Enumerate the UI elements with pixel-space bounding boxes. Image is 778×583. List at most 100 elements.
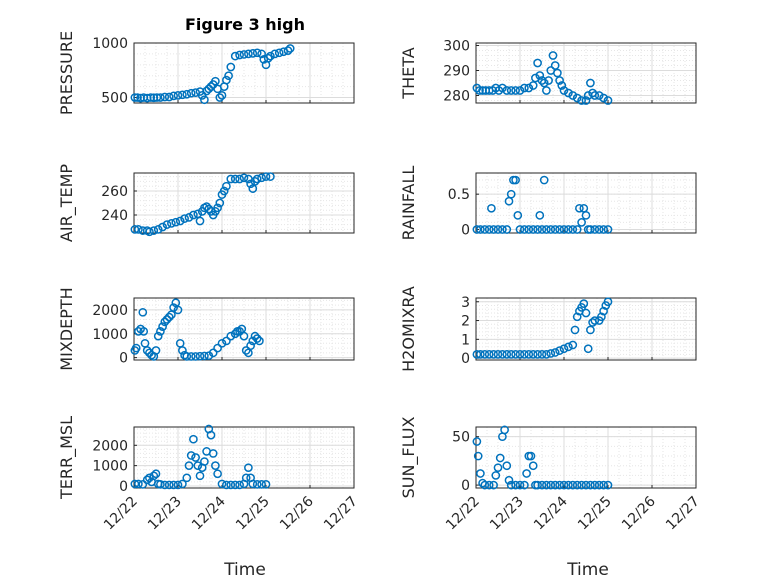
- data-point: [546, 349, 556, 358]
- data-point: [472, 437, 482, 446]
- data-point: [583, 344, 593, 354]
- data-point: [186, 451, 196, 460]
- data-point: [524, 350, 534, 359]
- data-point: [191, 352, 200, 361]
- data-point: [246, 341, 255, 351]
- data-point: [564, 480, 573, 490]
- y-axis-label: THETA: [399, 47, 418, 99]
- data-point: [239, 331, 249, 341]
- data-point: [555, 480, 564, 490]
- data-point: [257, 173, 266, 183]
- data-point: [211, 76, 220, 86]
- data-point: [189, 434, 198, 444]
- data-point: [586, 325, 595, 335]
- y-tick-label: 0: [119, 351, 128, 367]
- data-point: [550, 225, 560, 234]
- data-point: [557, 81, 567, 90]
- data-point: [239, 50, 249, 59]
- data-point: [599, 306, 608, 316]
- data-point: [222, 75, 231, 85]
- data-point: [250, 331, 260, 341]
- data-point: [139, 327, 149, 336]
- data-point: [535, 71, 545, 80]
- data-point: [502, 461, 512, 471]
- data-point: [550, 480, 560, 490]
- y-axis-label: TERR_MSL: [57, 416, 77, 500]
- data-point: [520, 480, 529, 490]
- data-point: [202, 86, 211, 96]
- data-point: [222, 181, 231, 191]
- x-tick-label: 12/27: [663, 494, 703, 534]
- x-tick-label: 12/25: [575, 494, 615, 534]
- data-point: [568, 480, 578, 490]
- data-point: [193, 461, 203, 470]
- data-point: [244, 49, 253, 59]
- y-tick-label: 500: [101, 91, 128, 107]
- data-point: [480, 480, 490, 490]
- data-point: [274, 48, 284, 58]
- data-point: [142, 475, 152, 485]
- data-point: [590, 316, 600, 325]
- data-point: [539, 175, 549, 185]
- data-point: [594, 480, 604, 490]
- y-tick-label: 2000: [92, 303, 128, 319]
- data-point: [572, 312, 582, 322]
- x-tick-label: 12/25: [233, 494, 273, 534]
- y-tick-label: 1000: [92, 459, 128, 475]
- data-point: [603, 480, 613, 490]
- data-point: [522, 469, 531, 478]
- data-point: [484, 225, 494, 234]
- data-point: [586, 225, 595, 234]
- data-point: [480, 225, 490, 234]
- data-point: [513, 211, 523, 220]
- x-tick-label: 12/26: [619, 493, 659, 533]
- data-point: [152, 93, 162, 102]
- data-point: [572, 480, 582, 490]
- data-point: [217, 91, 227, 100]
- data-point: [226, 480, 236, 490]
- data-point: [202, 202, 211, 211]
- data-point: [498, 225, 507, 234]
- panel-theta: 280 290 300 THETA: [399, 39, 697, 105]
- data-point: [230, 329, 240, 339]
- data-point: [261, 172, 271, 181]
- data-point: [572, 225, 582, 234]
- data-point: [502, 225, 512, 234]
- data-point: [151, 469, 161, 479]
- data-point: [160, 317, 170, 327]
- data-point: [184, 213, 194, 222]
- data-point: [577, 480, 586, 490]
- data-point: [603, 225, 613, 234]
- data-point: [599, 480, 608, 490]
- data-point: [184, 461, 194, 470]
- data-point: [213, 343, 222, 353]
- y-tick-label: 260: [101, 184, 128, 200]
- panel-mixdepth: 0 1000 2000 MIXDEPTH: [57, 287, 355, 371]
- data-point: [230, 480, 240, 490]
- data-point: [511, 350, 520, 359]
- axes-frame: [475, 42, 697, 104]
- data-point: [480, 350, 490, 359]
- data-point: [550, 61, 560, 70]
- x-tick-label: 12/22: [101, 494, 141, 534]
- data-point: [537, 225, 547, 234]
- data-point: [156, 327, 165, 336]
- data-point: [285, 44, 295, 53]
- y-axis-label: H2OMIXRA: [399, 286, 418, 372]
- data-point: [603, 297, 613, 307]
- data-point: [599, 225, 608, 234]
- data-point: [222, 480, 231, 490]
- y-tick-label: 0: [461, 351, 470, 367]
- data-point: [222, 336, 231, 346]
- data-point: [248, 479, 258, 489]
- data-point: [498, 350, 507, 359]
- data-point: [186, 88, 196, 98]
- data-point: [559, 344, 569, 354]
- data-point: [489, 350, 498, 359]
- data-point: [182, 352, 192, 361]
- data-point: [599, 93, 608, 103]
- data-point: [211, 461, 220, 470]
- data-point: [158, 222, 167, 232]
- data-point: [498, 83, 507, 93]
- data-point: [493, 225, 503, 234]
